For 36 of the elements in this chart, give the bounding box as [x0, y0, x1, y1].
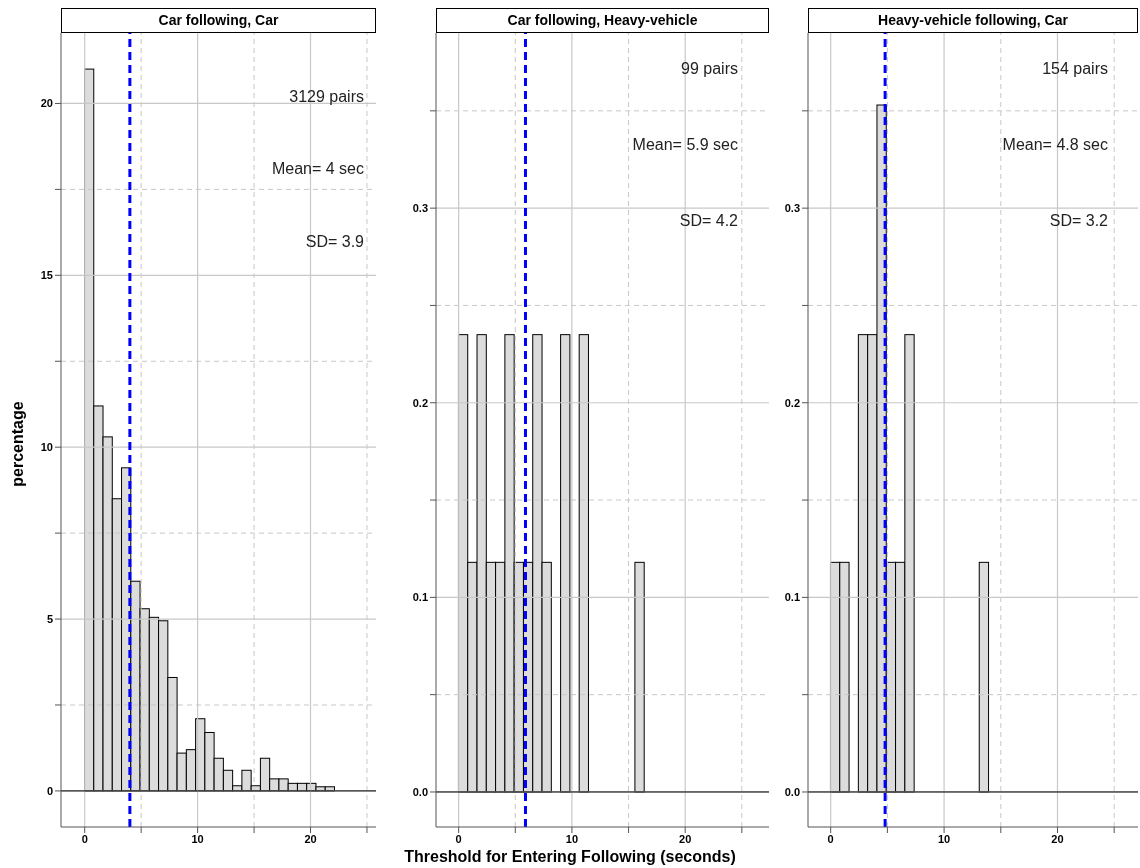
annotation: Mean= 4.8 sec: [1002, 136, 1108, 154]
y-tick-label: 0.2: [412, 396, 428, 409]
y-tick-label: 0.0: [784, 785, 800, 798]
y-tick-label: 10: [40, 441, 53, 454]
y-tick-label: 15: [40, 269, 53, 282]
annotation: Mean= 5.9 sec: [632, 136, 738, 154]
annotation: 99 pairs: [681, 60, 738, 78]
annotation: SD= 3.9: [305, 233, 364, 251]
x-tick-label: 0: [81, 832, 88, 845]
x-tick-label: 20: [679, 832, 692, 845]
y-tick-label: 0.1: [412, 591, 428, 604]
annotation: 3129 pairs: [289, 88, 364, 106]
annotation: Mean= 4 sec: [271, 160, 364, 178]
annotation: SD= 3.2: [1049, 212, 1108, 230]
y-tick-label: 0.3: [412, 202, 428, 215]
x-tick-label: 20: [304, 832, 317, 845]
y-tick-label: 0.3: [784, 202, 800, 215]
y-tick-label: 0.0: [412, 785, 428, 798]
x-tick-label: 0: [455, 832, 462, 845]
y-axis-title: percentage: [9, 401, 27, 487]
y-tick-label: 0.1: [784, 591, 800, 604]
chart-title: Car following, Car: [61, 8, 376, 33]
chart-title: Heavy-vehicle following, Car: [808, 8, 1138, 33]
x-axis-title: Threshold for Entering Following (seconds): [404, 848, 736, 866]
y-tick-label: 0.2: [784, 396, 800, 409]
x-tick-label: 10: [937, 832, 951, 845]
y-tick-label: 0: [46, 784, 53, 797]
x-tick-label: 20: [1051, 832, 1064, 845]
x-tick-label: 0: [827, 832, 834, 845]
y-tick-label: 20: [40, 97, 53, 110]
y-tick-label: 5: [46, 612, 53, 625]
chart-title: Car following, Heavy-vehicle: [436, 8, 769, 33]
x-tick-label: 10: [191, 832, 204, 845]
x-tick-label: 10: [565, 832, 579, 845]
annotation: SD= 4.2: [679, 212, 738, 230]
annotation: 154 pairs: [1042, 60, 1108, 78]
